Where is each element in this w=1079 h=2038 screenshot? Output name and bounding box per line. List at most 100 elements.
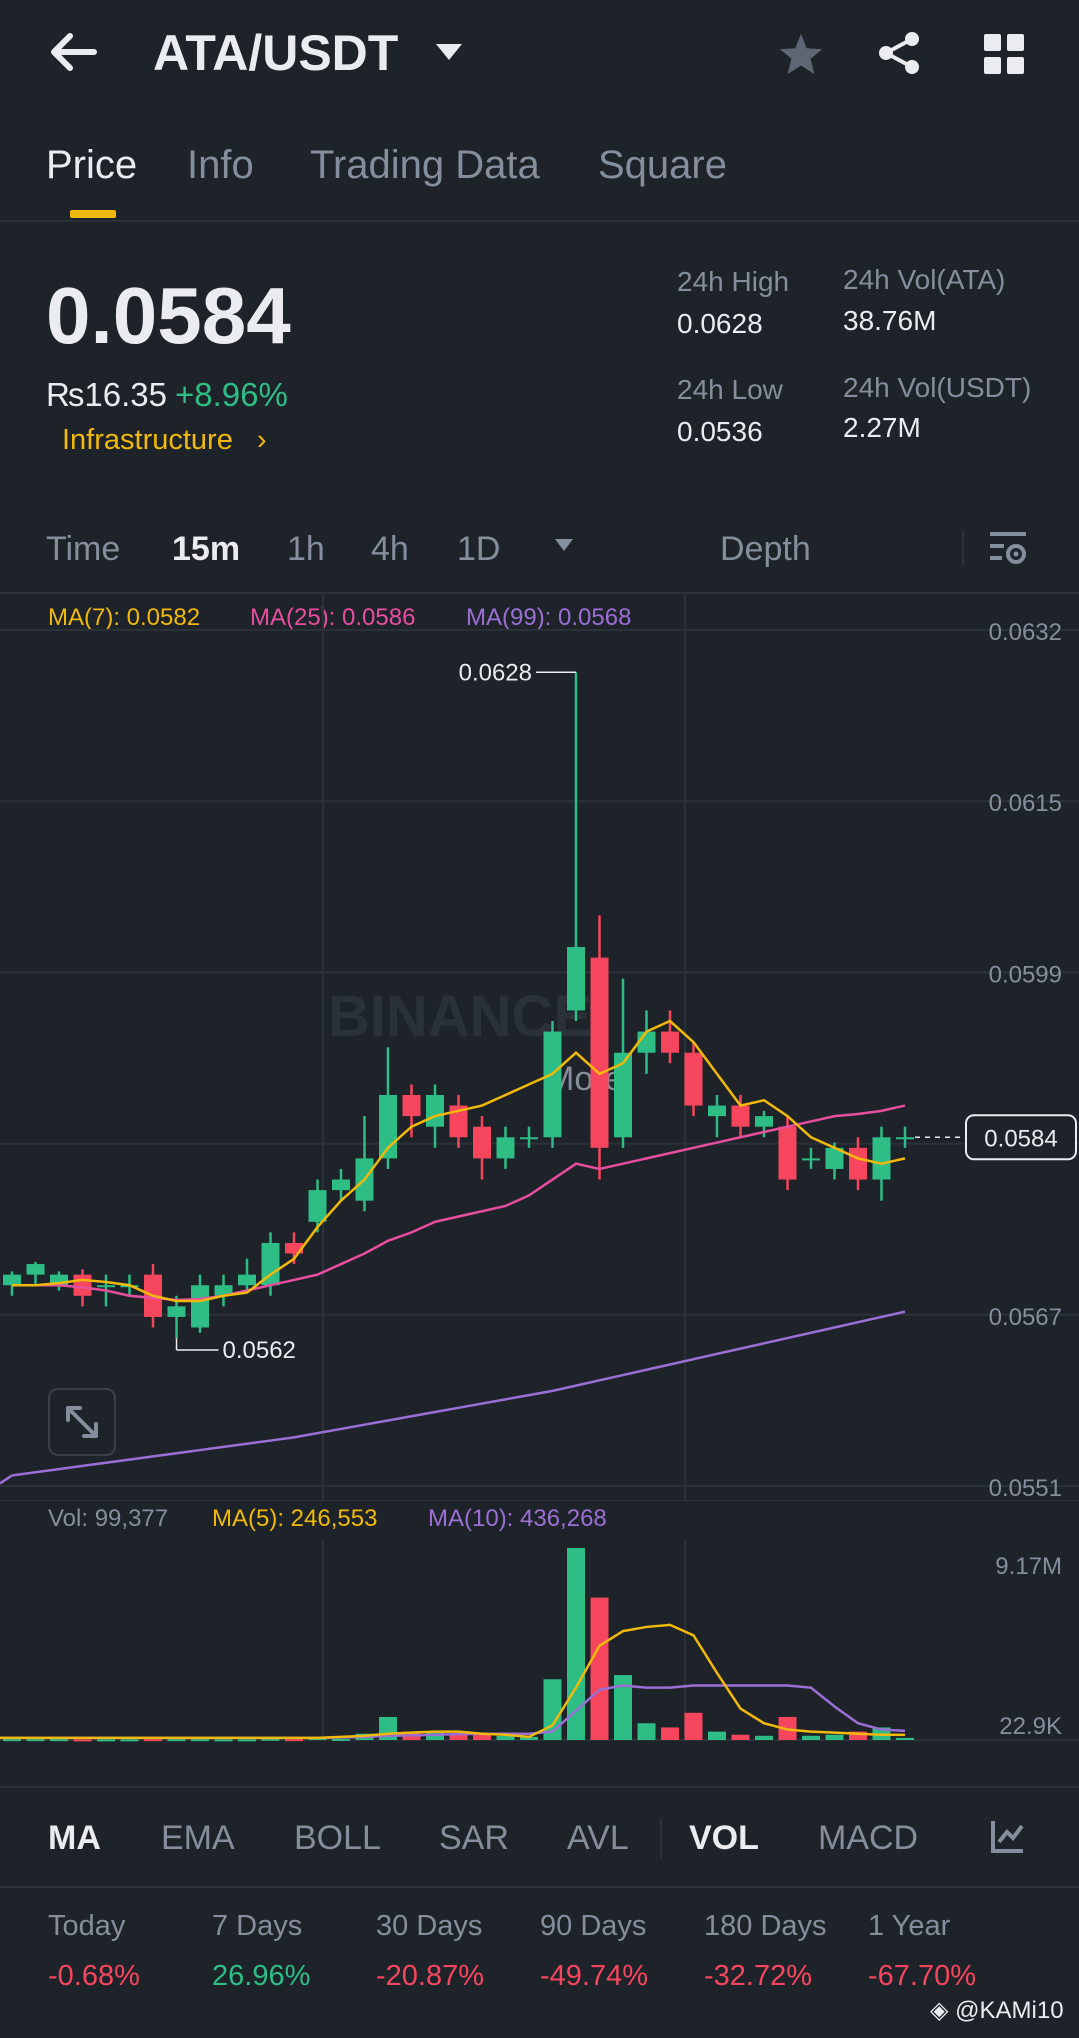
perf-label: 180 Days	[704, 1910, 827, 1942]
back-button[interactable]	[48, 30, 100, 74]
indicator-avl[interactable]: AVL	[567, 1819, 629, 1857]
ma7-line	[12, 1019, 906, 1303]
candle-body	[473, 1126, 491, 1159]
tab-trading-data[interactable]: Trading Data	[310, 143, 540, 187]
category-link[interactable]: Infrastructure ›	[62, 424, 267, 457]
perf-value: -32.72%	[704, 1960, 813, 1992]
candle-body	[308, 1190, 327, 1222]
tab-square[interactable]: Square	[598, 143, 727, 187]
perf-value: -0.68%	[48, 1960, 140, 1992]
favorite-star-icon[interactable]	[778, 32, 824, 81]
volume-bar	[684, 1712, 703, 1740]
perf-label: Today	[48, 1910, 126, 1942]
candle-body	[661, 1031, 679, 1053]
vol-ma5-legend: MA(5): 246,553	[212, 1505, 378, 1532]
interval-more[interactable]: More	[546, 530, 623, 1098]
volume-bar	[285, 1739, 303, 1742]
pair-dropdown-icon[interactable]	[434, 42, 464, 67]
interval-1h[interactable]: 1h	[287, 530, 325, 568]
chart-settings-icon[interactable]	[988, 528, 1028, 573]
tab-info[interactable]: Info	[187, 143, 254, 187]
low-value: 0.0536	[677, 416, 763, 447]
perf-label: 7 Days	[212, 1910, 303, 1942]
ma99-legend: MA(99): 0.0568	[466, 604, 632, 631]
volume-bar	[332, 1738, 350, 1741]
perf-label: 30 Days	[376, 1910, 483, 1942]
candle-body	[167, 1306, 186, 1317]
price-tick-label: 0.0567	[989, 1304, 1062, 1331]
volume-bar	[26, 1739, 45, 1742]
expand-chart-button[interactable]	[48, 1388, 116, 1456]
interval-time[interactable]: Time	[46, 530, 121, 568]
interval-15m[interactable]: 15m	[172, 530, 241, 568]
tab-price[interactable]: Price	[46, 143, 138, 187]
volume-bar	[825, 1734, 844, 1740]
volume-bar	[3, 1739, 21, 1742]
low-label: 24h Low	[677, 374, 783, 405]
candle-body	[332, 1179, 350, 1191]
candle-body	[50, 1274, 68, 1286]
fiat-price: ₨16.35	[46, 376, 167, 413]
category-label: Infrastructure	[62, 424, 233, 456]
interval-4h[interactable]: 4h	[371, 530, 409, 568]
candle-body	[731, 1105, 750, 1127]
candle-body	[3, 1274, 21, 1286]
price-tick-label: 0.0599	[989, 961, 1062, 988]
indicator-macd[interactable]: MACD	[818, 1819, 919, 1857]
volume-tick-label: 22.9K	[999, 1713, 1062, 1740]
perf-value: 26.96%	[212, 1960, 311, 1992]
volume-bar	[73, 1739, 92, 1742]
volume-bar	[755, 1735, 773, 1740]
volume-bar	[661, 1727, 679, 1740]
candle-body	[191, 1285, 209, 1328]
indicator-sar[interactable]: SAR	[439, 1819, 509, 1857]
ma25-legend: MA(25): 0.0586	[250, 604, 416, 631]
expand-icon	[66, 1406, 98, 1438]
candle-body	[590, 957, 609, 1148]
share-icon[interactable]	[876, 30, 922, 81]
indicator-vol[interactable]: VOL	[689, 1819, 759, 1857]
indicator-divider-top	[0, 1786, 1079, 1788]
volume-bar	[97, 1739, 115, 1742]
volume-bar	[144, 1739, 162, 1742]
pair-title[interactable]: ATA/USDT	[153, 25, 399, 81]
price-tick-label: 0.0632	[989, 619, 1062, 646]
perf-value: -20.87%	[376, 1960, 485, 1992]
vol-legend: Vol: 99,377	[48, 1505, 169, 1532]
vol-ma10-line	[0, 1684, 906, 1740]
price-tick-label: 0.0551	[989, 1475, 1062, 1502]
candle-body	[73, 1274, 92, 1296]
volume-bar	[543, 1679, 562, 1740]
volume-bar	[614, 1675, 632, 1740]
volume-bar	[590, 1597, 609, 1740]
ma99-line	[11, 1310, 906, 1477]
volume-bar	[802, 1735, 820, 1740]
interval-divider-line	[0, 592, 1079, 594]
candle-body	[708, 1105, 726, 1117]
candle-body	[684, 1052, 703, 1106]
candle-body	[97, 1285, 115, 1288]
ma99-line-extension	[0, 1474, 13, 1485]
vol-base-label: 24h Vol(ATA)	[843, 264, 1006, 295]
price-chart[interactable]: 0.06320.06150.05990.05830.05670.0551BINA…	[0, 594, 1079, 1502]
price-change: +8.96%	[175, 376, 288, 413]
indicator-ema[interactable]: EMA	[161, 1819, 235, 1857]
interval-1d[interactable]: 1D	[457, 530, 501, 568]
chevron-right-icon: ›	[256, 424, 267, 456]
volume-bar	[473, 1734, 491, 1740]
candle-body	[426, 1094, 444, 1127]
volume-bar	[50, 1739, 68, 1742]
interval-depth[interactable]: Depth	[720, 530, 811, 568]
candle-body	[520, 1137, 538, 1140]
grid-menu-icon[interactable]	[984, 34, 1024, 79]
indicator-settings-icon[interactable]	[990, 1818, 1026, 1859]
perf-value: -67.70%	[868, 1960, 977, 1992]
indicator-ma[interactable]: MA	[48, 1819, 101, 1857]
volume-bar	[567, 1548, 585, 1740]
candle-body	[849, 1147, 867, 1180]
indicator-boll[interactable]: BOLL	[294, 1819, 381, 1857]
volume-bar	[708, 1731, 726, 1740]
candle-body	[496, 1137, 515, 1159]
caret-down-icon	[555, 539, 573, 551]
